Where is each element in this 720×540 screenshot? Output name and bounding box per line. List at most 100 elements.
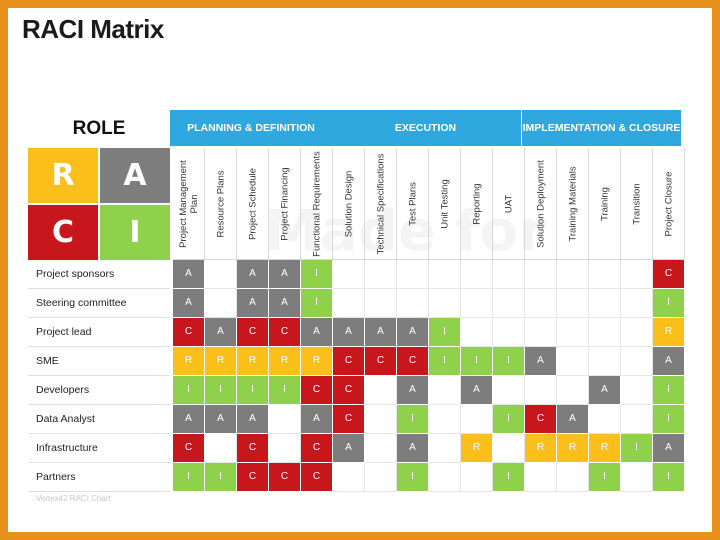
matrix-cell: I bbox=[493, 463, 525, 492]
matrix-cell: A bbox=[173, 289, 205, 318]
column-header-label: Solution Deployment bbox=[535, 159, 546, 248]
matrix-cell: A bbox=[653, 347, 685, 376]
matrix-cell bbox=[493, 434, 525, 463]
matrix-cell: A bbox=[173, 405, 205, 434]
column-header: Technical Specifications bbox=[365, 148, 397, 260]
matrix-cell bbox=[621, 289, 653, 318]
matrix-cell: I bbox=[621, 434, 653, 463]
matrix-cell: R bbox=[461, 434, 493, 463]
matrix-cell bbox=[429, 405, 461, 434]
matrix-cell: I bbox=[173, 376, 205, 405]
matrix-cell bbox=[333, 289, 365, 318]
matrix-cell: I bbox=[237, 376, 269, 405]
legend-i: I bbox=[100, 205, 170, 260]
matrix-cell bbox=[493, 376, 525, 405]
column-header: Transition bbox=[621, 148, 653, 260]
matrix-cell bbox=[493, 260, 525, 289]
column-header-label: Training Materials bbox=[567, 165, 578, 242]
matrix-cell bbox=[621, 405, 653, 434]
matrix-cell: C bbox=[237, 318, 269, 347]
matrix-cell: I bbox=[301, 289, 333, 318]
matrix-cell: A bbox=[173, 260, 205, 289]
matrix-cell: A bbox=[525, 347, 557, 376]
matrix-cell: I bbox=[429, 318, 461, 347]
row-role-label: Data Analyst bbox=[28, 405, 170, 434]
column-header-label: UAT bbox=[503, 194, 514, 213]
matrix-cell: R bbox=[269, 347, 301, 376]
matrix-cell bbox=[557, 289, 589, 318]
matrix-cell: A bbox=[237, 405, 269, 434]
matrix-cell: R bbox=[557, 434, 589, 463]
column-header: Training Materials bbox=[557, 148, 589, 260]
column-header: UAT bbox=[493, 148, 525, 260]
matrix-cell: C bbox=[301, 376, 333, 405]
matrix-cell: A bbox=[301, 318, 333, 347]
matrix-cell: C bbox=[237, 434, 269, 463]
matrix-cell bbox=[365, 463, 397, 492]
matrix-cell bbox=[621, 318, 653, 347]
matrix-cell: A bbox=[397, 434, 429, 463]
matrix-cell bbox=[365, 260, 397, 289]
column-header: Resource Plans bbox=[205, 148, 237, 260]
matrix-cell: A bbox=[557, 405, 589, 434]
row-role-label: Project lead bbox=[28, 318, 170, 347]
matrix-cell: C bbox=[269, 318, 301, 347]
column-header: Reporting bbox=[461, 148, 493, 260]
matrix-cell: C bbox=[333, 376, 365, 405]
matrix-cell: I bbox=[269, 376, 301, 405]
column-header-label: Test Plans bbox=[407, 181, 418, 226]
role-heading: ROLE bbox=[72, 118, 126, 139]
matrix-cell bbox=[461, 260, 493, 289]
column-header-label: Resource Plans bbox=[215, 169, 226, 238]
column-header: Unit Testing bbox=[429, 148, 461, 260]
matrix-cell bbox=[333, 463, 365, 492]
matrix-cell bbox=[525, 463, 557, 492]
matrix-cell: I bbox=[397, 463, 429, 492]
matrix-cell: I bbox=[429, 347, 461, 376]
matrix-cell bbox=[525, 260, 557, 289]
matrix-cell: A bbox=[237, 289, 269, 318]
matrix-cell: I bbox=[653, 405, 685, 434]
matrix-cell: A bbox=[461, 376, 493, 405]
row-role-label: Developers bbox=[28, 376, 170, 405]
column-header-label: Solution Design bbox=[343, 170, 354, 237]
matrix-cell: C bbox=[237, 463, 269, 492]
column-header-label: Project Management Plan bbox=[177, 159, 200, 248]
matrix-cell bbox=[621, 347, 653, 376]
column-header: Project Management Plan bbox=[173, 148, 205, 260]
phase-header: IMPLEMENTATION & CLOSURE bbox=[522, 110, 682, 146]
matrix-cell bbox=[589, 260, 621, 289]
matrix-cell: R bbox=[237, 347, 269, 376]
matrix-cell: I bbox=[493, 405, 525, 434]
matrix-cell: A bbox=[205, 405, 237, 434]
matrix-cell bbox=[365, 289, 397, 318]
matrix-cell bbox=[493, 318, 525, 347]
legend-r: R bbox=[28, 148, 98, 203]
matrix-cell: I bbox=[205, 376, 237, 405]
phase-header: EXECUTION bbox=[330, 110, 522, 146]
row-role-label: Steering committee bbox=[28, 289, 170, 318]
row-role-label: SME bbox=[28, 347, 170, 376]
matrix-cell bbox=[621, 463, 653, 492]
matrix-cell bbox=[461, 405, 493, 434]
matrix-cell: I bbox=[493, 347, 525, 376]
matrix-cell: R bbox=[653, 318, 685, 347]
matrix-cell: R bbox=[205, 347, 237, 376]
legend-a: A bbox=[100, 148, 170, 203]
matrix-cell: R bbox=[525, 434, 557, 463]
matrix-cell bbox=[621, 260, 653, 289]
matrix-cell: A bbox=[397, 318, 429, 347]
matrix-cell: C bbox=[333, 405, 365, 434]
column-header: Project Schedule bbox=[237, 148, 269, 260]
matrix-cell: A bbox=[205, 318, 237, 347]
matrix-cell bbox=[493, 289, 525, 318]
matrix-cell bbox=[269, 405, 301, 434]
matrix-cell bbox=[557, 318, 589, 347]
matrix-cell bbox=[621, 376, 653, 405]
matrix-cell bbox=[205, 434, 237, 463]
matrix-cell bbox=[205, 289, 237, 318]
matrix-cell bbox=[397, 289, 429, 318]
matrix-cell: A bbox=[237, 260, 269, 289]
matrix-cell: I bbox=[397, 405, 429, 434]
matrix-cell: I bbox=[461, 347, 493, 376]
